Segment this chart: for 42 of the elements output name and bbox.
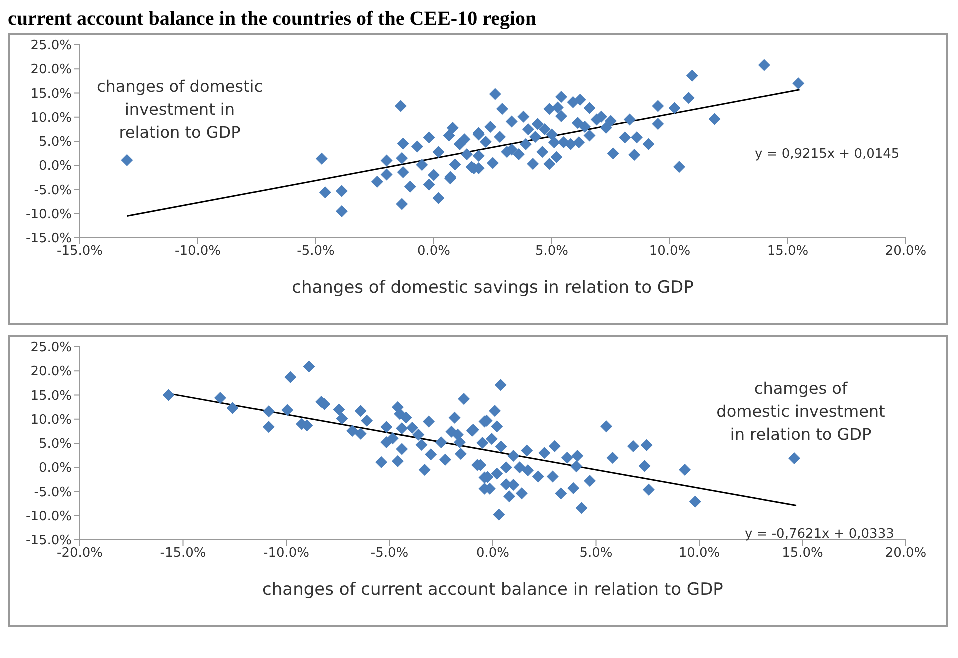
chart-title: current account balance in the countries of the CEE-10 region <box>8 8 538 31</box>
y-tick-label: 25.0% <box>30 340 72 356</box>
x-tick-label: 15.0% <box>767 244 809 260</box>
x-tick-label: 0.0% <box>476 546 510 562</box>
x-tick-label: -5.0% <box>370 546 409 562</box>
y-tick-label: 15.0% <box>30 86 72 102</box>
y-tick-label: 10.0% <box>30 110 72 126</box>
y-tick-label: 10.0% <box>30 412 72 428</box>
y-tick-label: 20.0% <box>30 364 72 380</box>
x-tick-label: -5.0% <box>297 244 335 260</box>
y-tick-label: 0.0% <box>38 461 72 476</box>
x-tick-label: 5.0% <box>535 244 569 260</box>
x-tick-label: 10.0% <box>649 244 691 260</box>
annotation: y = -0,7621x + 0,0333 <box>745 527 894 542</box>
x-axis-title: changes of domestic savings in relation to GDP <box>292 278 694 298</box>
y-axis-title: chamges of domestic investment in relation to GDP <box>716 378 886 446</box>
y-tick-label: -5.0% <box>34 183 72 198</box>
y-tick-label: -15.0% <box>26 534 72 549</box>
x-tick-label: 20.0% <box>885 244 927 260</box>
x-tick-label: 10.0% <box>678 546 720 562</box>
y-tick-label: -5.0% <box>34 485 72 500</box>
x-tick-label: 15.0% <box>782 546 824 562</box>
y-axis-title: changes of domestic investment in relation to GDP <box>96 76 264 144</box>
y-tick-label: 15.0% <box>30 388 72 404</box>
y-tick-label: 5.0% <box>38 135 72 150</box>
x-tick-label: 20.0% <box>885 546 927 562</box>
y-tick-label: -10.0% <box>26 207 72 222</box>
y-tick-label: -15.0% <box>26 232 72 247</box>
y-tick-label: 25.0% <box>30 38 72 54</box>
y-tick-label: -10.0% <box>26 509 72 524</box>
y-tick-label: 20.0% <box>30 62 72 78</box>
x-axis-title: changes of current account balance in relation to GDP <box>262 580 724 600</box>
x-tick-label: 0.0% <box>417 244 451 260</box>
x-tick-label: -15.0% <box>57 244 103 260</box>
y-tick-label: 5.0% <box>38 437 72 452</box>
x-tick-label: -20.0% <box>57 546 103 562</box>
x-tick-label: -10.0% <box>264 546 310 562</box>
x-tick-label: -15.0% <box>160 546 206 562</box>
x-tick-label: -10.0% <box>175 244 221 260</box>
y-tick-label: 0.0% <box>38 159 72 174</box>
annotation: y = 0,9215x + 0,0145 <box>755 147 900 162</box>
x-tick-label: 5.0% <box>580 546 613 562</box>
